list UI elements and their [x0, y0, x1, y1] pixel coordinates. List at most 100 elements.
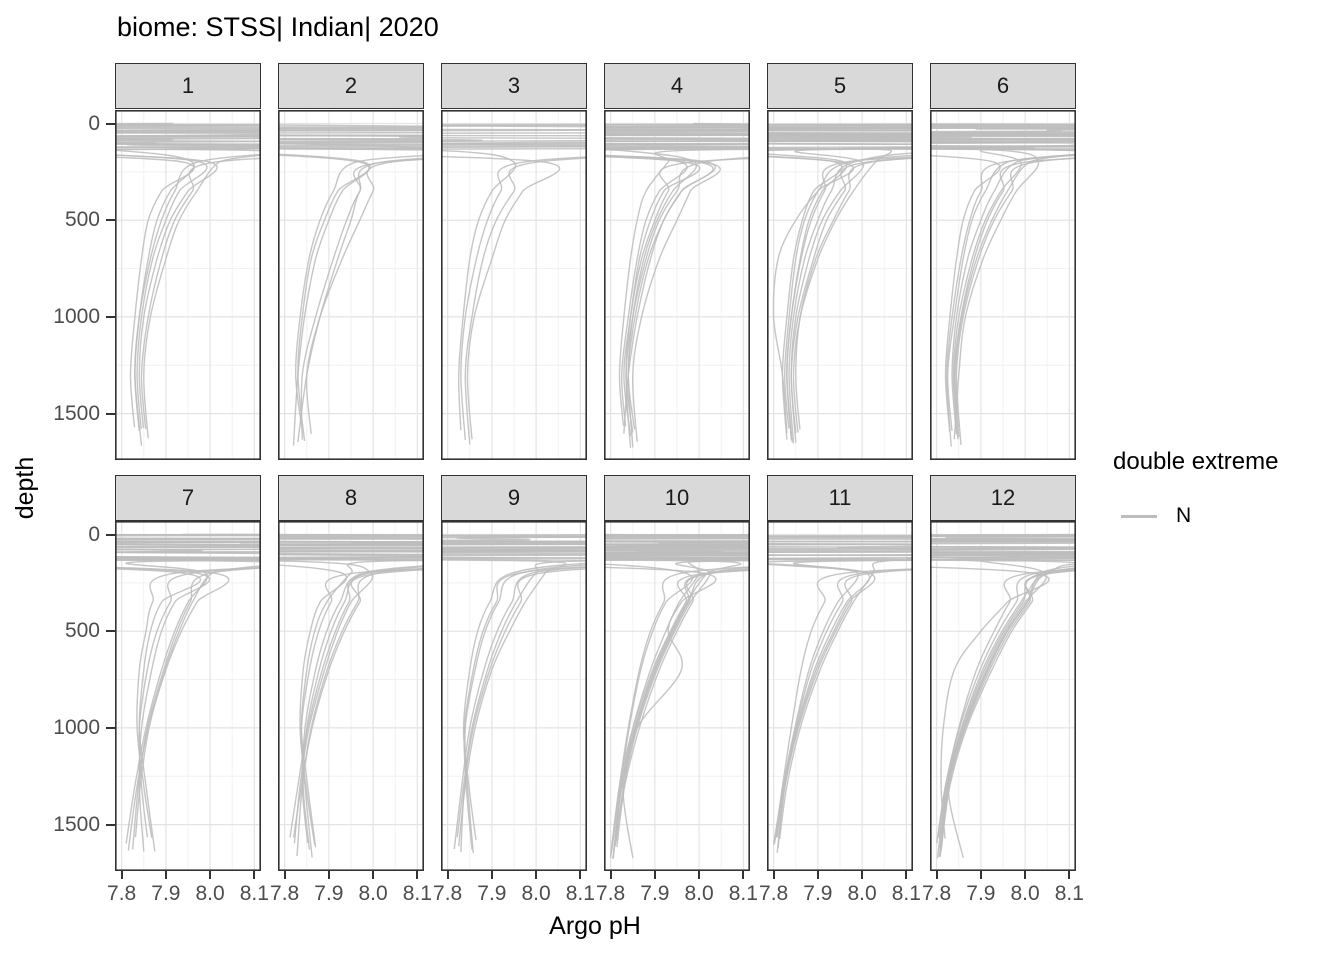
x-tick-mark — [446, 871, 449, 879]
y-tick-label: 1000 — [53, 715, 100, 739]
profile-line — [278, 124, 424, 443]
profile-line — [930, 125, 1076, 445]
x-tick-mark — [372, 871, 375, 879]
profile-line — [278, 538, 424, 850]
x-tick-mark — [120, 871, 123, 879]
y-tick-label: 1000 — [53, 304, 100, 328]
x-tick-label: 7.9 — [640, 882, 670, 905]
facet-panel — [278, 521, 424, 871]
y-tick-mark — [106, 533, 115, 536]
facet-strip-label: 5 — [833, 73, 847, 98]
profile-line — [604, 123, 750, 427]
profile-line — [604, 540, 750, 839]
profile-line — [604, 543, 750, 847]
profile-line — [441, 542, 587, 838]
x-tick-mark — [327, 871, 330, 879]
facet-strip: 9 — [441, 475, 587, 521]
x-tick-mark — [253, 871, 256, 879]
y-tick-label: 500 — [64, 208, 100, 232]
profile-line — [767, 547, 913, 838]
x-tick-mark — [653, 871, 656, 879]
legend: double extreme N — [1113, 448, 1278, 528]
panel-border — [604, 521, 750, 871]
x-tick-mark — [490, 871, 493, 879]
profile-line — [441, 535, 587, 840]
profile-line — [604, 534, 750, 848]
profile-line — [115, 125, 261, 430]
x-tick-mark — [1068, 871, 1071, 879]
profile-line — [930, 127, 1076, 432]
profile-line — [930, 538, 1076, 858]
x-tick-label: 8.1 — [1054, 882, 1084, 905]
facet-strip: 1 — [115, 63, 261, 109]
profile-line — [767, 126, 913, 429]
panel-border — [767, 110, 913, 460]
facet-strip-label: 8 — [344, 485, 358, 510]
x-tick-mark — [283, 871, 286, 879]
x-tick-label: 8.0 — [358, 882, 388, 905]
x-tick-mark — [416, 871, 419, 879]
profile-line — [930, 534, 1076, 838]
profile-line — [441, 128, 587, 445]
profile-line — [441, 124, 587, 441]
profile-line — [278, 535, 424, 838]
x-tick-label: 7.8 — [922, 882, 952, 905]
x-tick-label: 8.1 — [402, 882, 432, 905]
y-tick-mark — [106, 630, 115, 633]
panel-border — [441, 521, 587, 871]
x-tick-label: 8.0 — [684, 882, 714, 905]
facet-panel — [930, 110, 1076, 460]
profile-line — [767, 535, 913, 838]
facet-strip: 12 — [930, 475, 1076, 521]
x-tick-label: 8.0 — [847, 882, 877, 905]
facet-panel — [767, 521, 913, 871]
y-tick-label: 0 — [88, 111, 100, 135]
profile-line — [930, 534, 1076, 859]
profile-line — [441, 535, 587, 854]
x-tick-label: 8.1 — [239, 882, 269, 905]
profile-line — [767, 540, 913, 844]
profile-line — [441, 540, 587, 847]
x-tick-label: 7.9 — [803, 882, 833, 905]
facet-strip-label: 11 — [828, 485, 852, 510]
facet-strip: 2 — [278, 63, 424, 109]
profile-line — [278, 542, 424, 858]
y-tick-mark — [106, 412, 115, 415]
profile-line — [115, 537, 261, 838]
y-tick-label: 500 — [64, 619, 100, 643]
y-tick-mark — [106, 122, 115, 125]
x-tick-mark — [1024, 871, 1027, 879]
facet-strip: 11 — [767, 475, 913, 521]
facet-strip: 5 — [767, 63, 913, 109]
facet-panel — [441, 110, 587, 460]
profile-line — [604, 535, 750, 841]
facet-panel — [115, 521, 261, 871]
profile-line — [115, 129, 261, 432]
x-tick-mark — [772, 871, 775, 879]
profile-line — [441, 536, 587, 850]
facet-strip: 3 — [441, 63, 587, 109]
profile-line — [930, 536, 1076, 852]
x-tick-label: 8.0 — [521, 882, 551, 905]
profile-line — [115, 533, 261, 852]
facet-strip-label: 6 — [996, 73, 1010, 98]
y-tick-label: 1500 — [53, 401, 100, 425]
profile-line — [767, 123, 913, 430]
x-tick-label: 7.8 — [270, 882, 300, 905]
profile-line — [930, 541, 1076, 849]
facet-strip-label: 12 — [990, 485, 1016, 510]
y-tick-mark — [106, 823, 115, 826]
x-tick-label: 7.9 — [477, 882, 507, 905]
x-tick-label: 7.8 — [107, 882, 137, 905]
x-tick-mark — [742, 871, 745, 879]
profile-line — [930, 540, 1076, 844]
x-tick-label: 7.8 — [433, 882, 463, 905]
panel-border — [441, 110, 587, 460]
x-tick-label: 7.8 — [596, 882, 626, 905]
x-tick-label: 7.9 — [314, 882, 344, 905]
panel-border — [930, 110, 1076, 460]
x-tick-mark — [935, 871, 938, 879]
profile-line — [604, 128, 750, 448]
x-tick-label: 8.0 — [195, 882, 225, 905]
